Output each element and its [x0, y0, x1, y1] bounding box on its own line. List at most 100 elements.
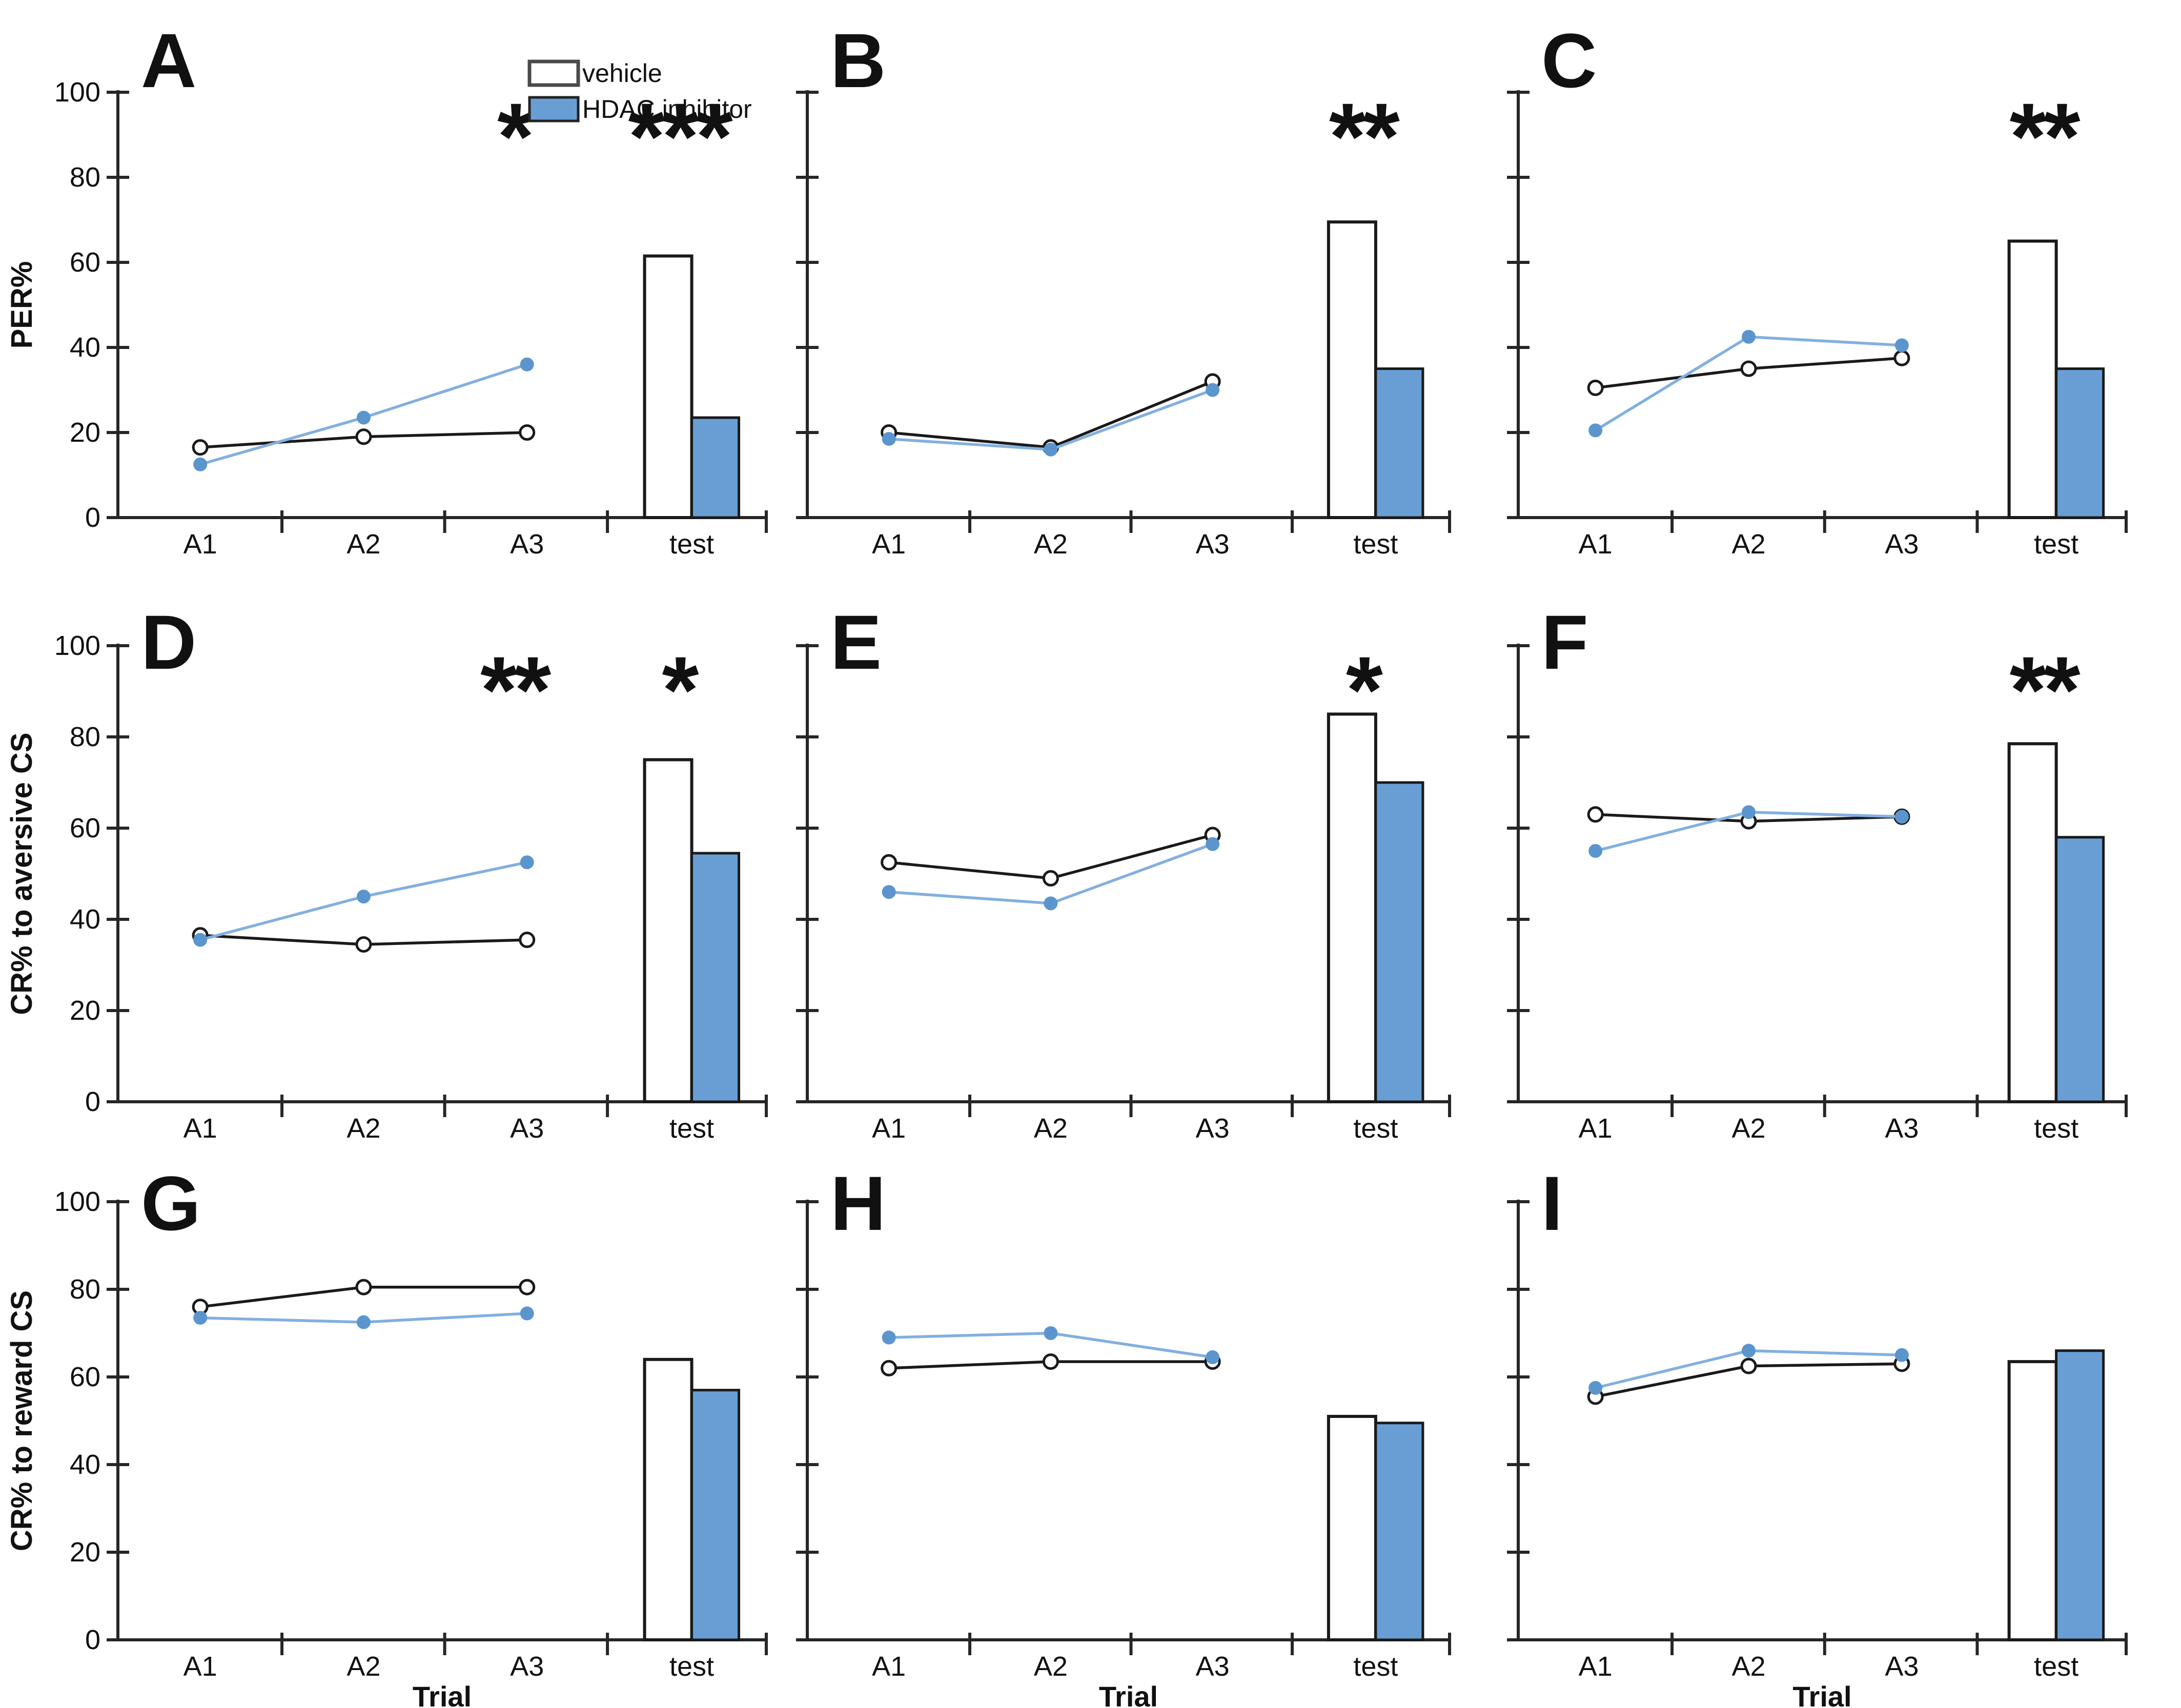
x-tick-label: test — [2034, 529, 2078, 560]
vehicle-marker — [1740, 1357, 1757, 1374]
x-tick-label: A2 — [1034, 529, 1068, 560]
hdac-test-bar — [2055, 836, 2105, 1103]
panel-letter: H — [830, 1160, 886, 1246]
x-tick-label: A2 — [346, 529, 380, 560]
vehicle-test-bar — [2007, 239, 2058, 519]
vehicle-marker — [519, 1279, 536, 1295]
vehicle-test-bar — [643, 254, 694, 519]
panel-E-chart: A1 A2 A3 test E * — [796, 599, 1451, 1144]
x-axis-title: Trial — [413, 1680, 472, 1708]
significance-marker: ** — [480, 637, 551, 743]
x-tick-label: A3 — [1196, 1651, 1230, 1682]
x-tick-label: test — [1353, 1651, 1398, 1682]
hdac-marker — [1044, 896, 1058, 911]
x-tick-label: A3 — [1885, 1651, 1919, 1682]
vehicle-test-bar — [1327, 1414, 1377, 1641]
significance-marker: * — [1346, 637, 1383, 743]
hdac-test-bar — [690, 852, 741, 1103]
hdac-marker — [1894, 810, 1909, 824]
hdac-marker — [1044, 1326, 1058, 1340]
hdac-marker — [882, 885, 896, 899]
legend-label-vehicle: vehicle — [582, 59, 662, 88]
vehicle-marker — [1587, 806, 1604, 823]
hdac-test-bar — [1374, 1422, 1424, 1641]
y-tick-label: 0 — [85, 1086, 100, 1117]
hdac-marker — [1206, 837, 1220, 851]
y-tick-label: 20 — [70, 417, 100, 448]
y-tick-label: 40 — [70, 1449, 100, 1480]
x-tick-label: test — [1353, 1113, 1398, 1144]
y-tick-label: 60 — [70, 813, 100, 843]
x-tick-label: A2 — [1034, 1651, 1068, 1682]
y-tick-label: 40 — [70, 904, 100, 935]
panel-letter: E — [830, 599, 882, 685]
x-tick-label: A2 — [1731, 529, 1765, 560]
panel-letter: G — [141, 1160, 201, 1246]
hdac-marker — [1044, 442, 1058, 457]
x-tick-label: A2 — [1034, 1113, 1068, 1144]
hdac-test-bar — [1374, 781, 1424, 1103]
x-tick-label: A3 — [510, 1651, 544, 1682]
vehicle-marker — [881, 1360, 898, 1376]
hdac-marker — [1741, 330, 1756, 344]
x-tick-label: A1 — [872, 1113, 906, 1144]
x-tick-label: A3 — [1885, 1113, 1919, 1144]
panel-letter: F — [1541, 599, 1588, 685]
vehicle-marker — [355, 1279, 372, 1295]
x-tick-label: A1 — [1579, 529, 1613, 560]
vehicle-marker — [1587, 379, 1604, 396]
vehicle-marker — [1042, 870, 1059, 887]
vehicle-marker — [519, 424, 536, 441]
x-tick-label: A1 — [184, 529, 217, 560]
x-tick-label: A2 — [346, 1113, 380, 1144]
vehicle-marker — [881, 854, 898, 871]
x-tick-label: A3 — [1196, 1113, 1230, 1144]
panel-letter: B — [830, 17, 886, 104]
y-tick-label: 40 — [70, 332, 100, 363]
x-tick-label: test — [669, 1113, 714, 1144]
vehicle-marker — [1740, 360, 1757, 377]
hdac-marker — [1588, 844, 1603, 858]
panel-B-chart: A1 A2 A3 test B ** — [796, 17, 1451, 560]
legend-swatch-vehicle — [527, 59, 580, 87]
vehicle-line — [888, 380, 1213, 449]
panel-letter: I — [1541, 1160, 1563, 1246]
x-tick-label: A2 — [1731, 1113, 1765, 1144]
x-tick-label: A3 — [1196, 529, 1230, 560]
hdac-marker — [1741, 805, 1756, 819]
vehicle-marker — [519, 932, 536, 949]
y-tick-label: 20 — [70, 1537, 100, 1568]
hdac-marker — [356, 890, 371, 903]
y-tick-label: 60 — [70, 1362, 100, 1392]
y-tick-label: 100 — [54, 630, 100, 661]
x-tick-label: A3 — [510, 1113, 544, 1144]
vehicle-marker — [1893, 349, 1910, 366]
hdac-marker — [520, 357, 534, 372]
hdac-marker — [193, 1311, 208, 1325]
x-tick-label: A1 — [872, 1651, 906, 1682]
hdac-test-bar — [690, 1389, 741, 1641]
hdac-marker — [1588, 1381, 1603, 1395]
significance-marker: *** — [628, 84, 733, 190]
x-tick-label: test — [669, 1651, 714, 1682]
hdac-test-bar — [2055, 1349, 2105, 1641]
hdac-marker — [193, 457, 208, 471]
hdac-marker — [1741, 1344, 1756, 1358]
y-tick-label: 80 — [70, 1274, 100, 1305]
x-axis-title: Trial — [1099, 1680, 1158, 1708]
hdac-marker — [1206, 1350, 1220, 1365]
y-axis-title: CR% to reward CS — [5, 1290, 38, 1551]
hdac-marker — [1894, 338, 1909, 353]
hdac-test-bar — [2055, 367, 2105, 519]
panel-F-chart: A1 A2 A3 test F ** — [1507, 599, 2128, 1144]
significance-marker: ** — [2010, 84, 2081, 190]
y-tick-label: 100 — [54, 1186, 100, 1217]
legend-item-vehicle: vehicle — [527, 59, 662, 88]
legend-label-hdac: HDAC inhibitor — [582, 95, 752, 124]
vehicle-marker — [355, 936, 372, 953]
legend-swatch-hdac — [528, 96, 580, 122]
x-tick-label: A3 — [510, 529, 544, 560]
panel-G-chart: 0 20 40 60 80 100 A1 A2 A3 test Trial CR% to reward… — [5, 1160, 768, 1708]
hdac-marker — [1588, 423, 1603, 438]
vehicle-test-bar — [1327, 220, 1377, 519]
